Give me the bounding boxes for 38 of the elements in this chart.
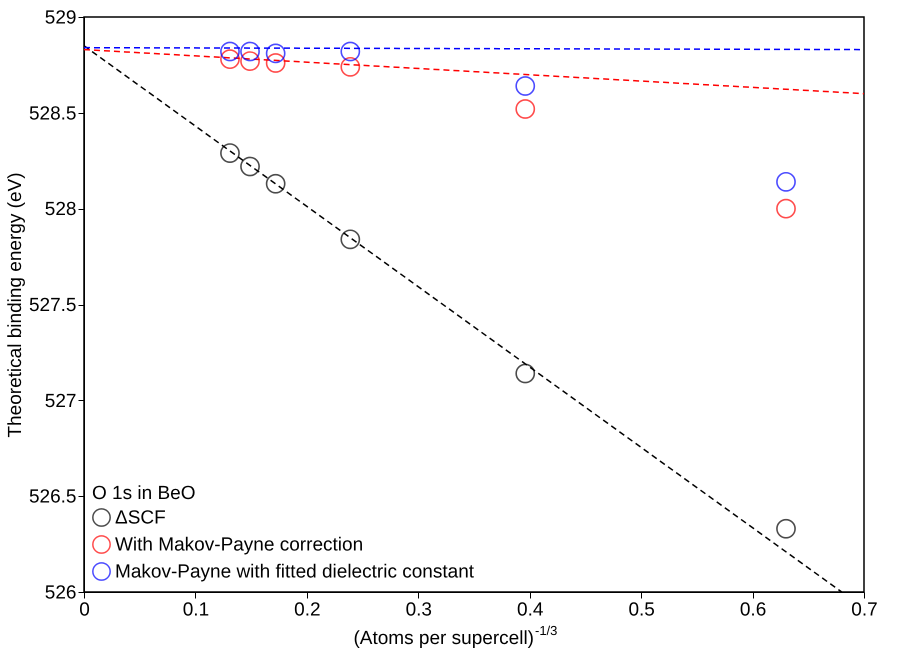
- point: [776, 172, 796, 192]
- legend-label: ΔSCF: [115, 508, 166, 528]
- point: [515, 76, 536, 96]
- point: [240, 51, 260, 71]
- x-tick-label: 0.6: [740, 600, 766, 620]
- legend-label: With Makov-Payne correction: [115, 534, 364, 556]
- y-tick-label: 528: [44, 199, 76, 220]
- point: [776, 518, 796, 539]
- point: [340, 229, 360, 250]
- y-tick-label: 526.5: [28, 486, 76, 508]
- x-tick-label: 0.4: [517, 600, 544, 620]
- legend-title: O 1s in BeO: [92, 483, 196, 504]
- x-tick-label: 0.7: [851, 600, 878, 620]
- y-tick-label: 526: [44, 582, 76, 604]
- x-tick-label: 0.5: [628, 600, 655, 620]
- point: [266, 44, 286, 64]
- point: [515, 364, 536, 384]
- point: [220, 42, 240, 62]
- point: [220, 49, 240, 70]
- point: [240, 42, 260, 62]
- y-tick-label: 528.5: [28, 103, 76, 124]
- x-tick-label: 0: [79, 600, 90, 620]
- y-tick-label: 527: [44, 390, 76, 412]
- x-tick-label: 0.3: [406, 600, 432, 620]
- point: [515, 99, 536, 119]
- point: [340, 42, 360, 62]
- y-axis-title: Theoretical binding energy (eV): [4, 172, 26, 438]
- point: [266, 174, 286, 194]
- point: [776, 198, 796, 219]
- x-tick-label: 0.2: [294, 600, 321, 620]
- y-tick-label: 527.5: [28, 295, 76, 316]
- point: [266, 53, 286, 73]
- y-tick-label: 529: [44, 8, 76, 28]
- legend-label: Makov-Payne with fitted dielectric constant: [115, 562, 475, 582]
- point: [220, 143, 240, 163]
- point: [340, 56, 360, 77]
- point: [240, 156, 260, 176]
- x-tick-label: 0.1: [182, 600, 210, 620]
